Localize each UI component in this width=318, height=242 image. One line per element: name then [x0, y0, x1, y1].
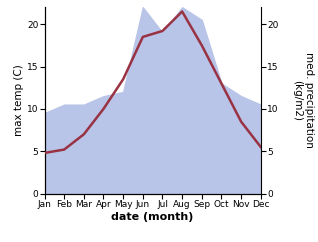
Y-axis label: med. precipitation
(kg/m2): med. precipitation (kg/m2) [292, 53, 314, 148]
Y-axis label: max temp (C): max temp (C) [14, 65, 24, 136]
X-axis label: date (month): date (month) [111, 212, 194, 222]
